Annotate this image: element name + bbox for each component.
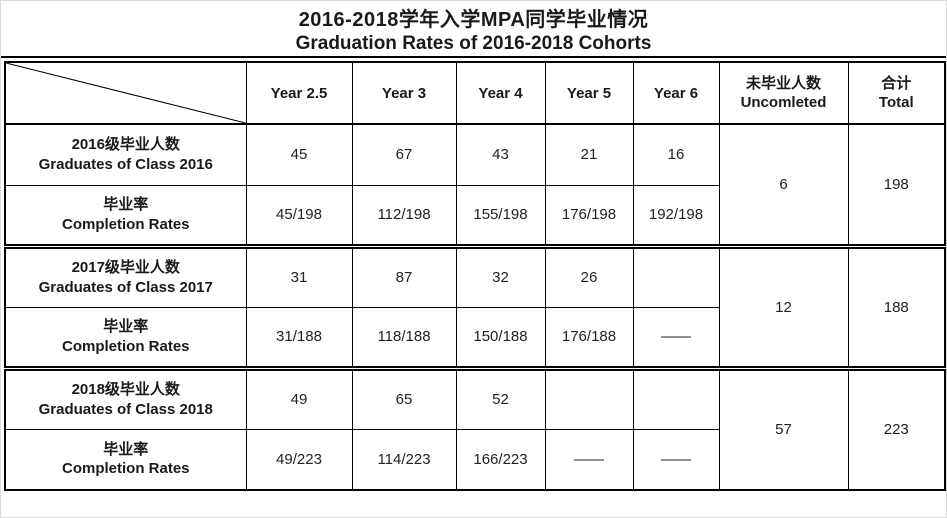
row-label-en: Completion Rates: [61, 215, 190, 233]
graduates-row-2018: 2018级毕业人数 Graduates of Class 2018 49 65 …: [4, 365, 946, 491]
col-header-year-6: Year 6: [632, 61, 720, 125]
row-label-en: Completion Rates: [61, 460, 190, 478]
grad-cell-2016-y4: 43: [455, 123, 546, 186]
rate-cell-2018-y3: 114/223: [351, 428, 457, 491]
grad-cell-2016-y3: 67: [351, 123, 457, 186]
graduation-table: Year 2.5 Year 3 Year 4 Year 5 Year 6 未毕业…: [4, 61, 946, 491]
grad-cell-2018-y6: [632, 365, 720, 430]
rate-cell-2017-y3: 118/188: [351, 306, 457, 369]
row-label-zh: 2017级毕业人数: [71, 259, 180, 276]
rate-cell-2017-y6: ——: [632, 306, 720, 369]
grad-cell-2017-y5: 26: [544, 243, 634, 308]
graduates-row-2017: 2017级毕业人数 Graduates of Class 2017 31 87 …: [4, 243, 946, 369]
total-cell-2017: 188: [847, 243, 946, 369]
uncompleted-cell-2017: 12: [718, 243, 849, 369]
uncompleted-header-zh: 未毕业人数: [745, 74, 821, 92]
rate-cell-2016-y2-5: 45/198: [245, 184, 353, 247]
uncompleted-cell-2016: 6: [718, 123, 849, 247]
header-row: Year 2.5 Year 3 Year 4 Year 5 Year 6 未毕业…: [4, 61, 946, 125]
grad-cell-2016-y5: 21: [544, 123, 634, 186]
grad-cell-2018-y5: [544, 365, 634, 430]
rates-row-2018: 毕业率 Completion Rates 49/223 114/223 166/…: [4, 428, 945, 491]
total-header-zh: 合计: [881, 74, 912, 92]
grad-cell-2018-y4: 52: [455, 365, 546, 430]
rate-cell-2017-y4: 150/188: [455, 306, 546, 369]
rate-cell-2018-y2-5: 49/223: [245, 428, 353, 491]
grad-cell-2017-y2-5: 31: [245, 243, 353, 308]
row-label-en: Graduates of Class 2017: [38, 278, 213, 296]
rate-cell-2018-y5: ——: [544, 428, 634, 491]
row-label-graduates-2018: 2018级毕业人数 Graduates of Class 2018: [4, 365, 247, 430]
col-header-year-5: Year 5: [544, 61, 634, 125]
title-chinese: 2016-2018学年入学MPA同学毕业情况: [298, 8, 649, 31]
diagonal-corner-cell: [4, 61, 247, 125]
row-label-en: Graduates of Class 2018: [38, 400, 213, 418]
row-label-rates-2017: 毕业率 Completion Rates: [4, 306, 247, 369]
col-header-year-3: Year 3: [351, 61, 457, 125]
uncompleted-cell-2018: 57: [718, 365, 849, 491]
grad-cell-2017-y6: [632, 243, 720, 308]
col-header-year-4: Year 4: [455, 61, 546, 125]
total-cell-2016: 198: [847, 123, 946, 247]
rate-cell-2016-y6: 192/198: [632, 184, 720, 247]
rate-cell-2017-y2-5: 31/188: [245, 306, 353, 369]
grad-cell-2017-y4: 32: [455, 243, 546, 308]
rates-row-2017: 毕业率 Completion Rates 31/188 118/188 150/…: [4, 306, 945, 369]
table-title: 2016-2018学年入学MPA同学毕业情况 Graduation Rates …: [1, 1, 946, 58]
row-label-en: Graduates of Class 2016: [38, 155, 213, 173]
rate-cell-2018-y4: 166/223: [455, 428, 546, 491]
row-label-zh: 毕业率: [103, 196, 149, 213]
diagonal-line-icon: [6, 63, 246, 123]
row-label-rates-2018: 毕业率 Completion Rates: [4, 428, 247, 491]
grad-cell-2016-y6: 16: [632, 123, 720, 186]
row-label-graduates-2017: 2017级毕业人数 Graduates of Class 2017: [4, 243, 247, 308]
total-header-en: Total: [878, 94, 914, 111]
graduates-row-2016: 2016级毕业人数 Graduates of Class 2016 45 67 …: [4, 123, 946, 247]
rate-cell-2016-y4: 155/198: [455, 184, 546, 247]
uncompleted-header-en: Uncomleted: [740, 94, 827, 111]
row-label-graduates-2016: 2016级毕业人数 Graduates of Class 2016: [4, 123, 247, 186]
rate-cell-2017-y5: 176/188: [544, 306, 634, 369]
rate-cell-2018-y6: ——: [632, 428, 720, 491]
rate-cell-2016-y3: 112/198: [351, 184, 457, 247]
row-label-en: Completion Rates: [61, 337, 190, 355]
row-label-rates-2016: 毕业率 Completion Rates: [4, 184, 247, 247]
rates-row-2016: 毕业率 Completion Rates 45/198 112/198 155/…: [4, 184, 945, 247]
col-header-uncompleted: 未毕业人数 Uncomleted: [718, 61, 849, 125]
grad-cell-2018-y2-5: 49: [245, 365, 353, 430]
grad-cell-2017-y3: 87: [351, 243, 457, 308]
row-label-zh: 毕业率: [103, 440, 149, 458]
row-label-zh: 2016级毕业人数: [71, 136, 180, 154]
row-label-zh: 2018级毕业人数: [71, 381, 180, 398]
title-english: Graduation Rates of 2016-2018 Cohorts: [295, 32, 652, 54]
rate-cell-2016-y5: 176/198: [544, 184, 634, 247]
grad-cell-2018-y3: 65: [351, 365, 457, 430]
total-cell-2018: 223: [847, 365, 946, 491]
row-label-zh: 毕业率: [103, 318, 149, 335]
grad-cell-2016-y2-5: 45: [245, 123, 353, 186]
col-header-year-2-5: Year 2.5: [245, 61, 353, 125]
col-header-total: 合计 Total: [847, 61, 946, 125]
